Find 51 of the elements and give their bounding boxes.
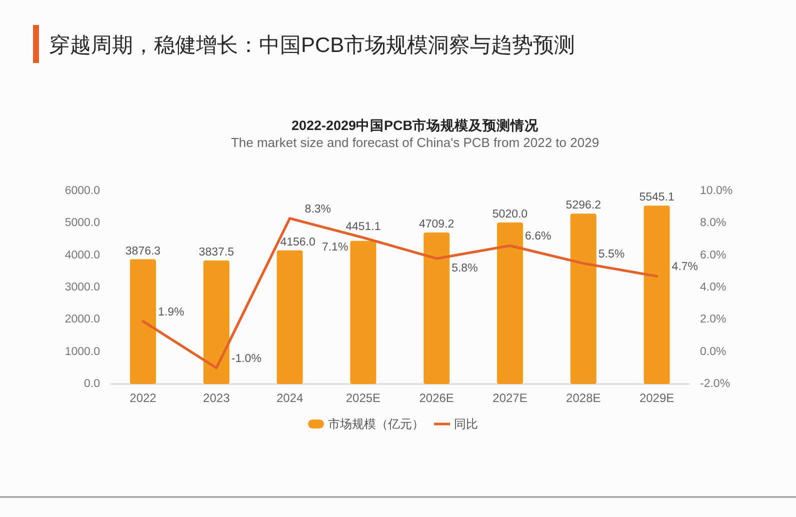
data-label: 3837.5 [198,246,234,259]
chart-subtitle: The market size and forecast of China's PCB from 2022 to 2029 [230,135,600,150]
x-tick-label: 2022 [130,391,157,405]
x-tick-label: 2028E [566,391,601,405]
y2-tick-label: 2.0% [700,314,726,326]
bar [424,232,450,384]
y-tick-label: 1000.0 [64,346,100,358]
data-label: 5296.2 [566,200,601,212]
y2-tick-label: 4.0% [700,282,726,294]
bar [276,250,303,384]
bar [644,206,670,384]
data-label: 5020.0 [492,208,528,221]
bar [350,240,376,384]
data-label: 4156.0 [280,236,316,248]
x-tick-label: 2027E [492,391,528,405]
data-label: 5.5% [598,248,625,260]
bar [497,222,523,384]
legend-label: 同比 [454,417,478,431]
data-label: 4709.2 [419,218,454,231]
chart-title: 2022-2029中国PCB市场规模及预测情况 [291,117,540,133]
y-tick-label: 5000.0 [64,217,100,230]
x-tick-label: 2029E [639,391,674,405]
data-label: 7.1% [322,242,348,254]
y-tick-label: 6000.0 [64,185,100,197]
data-label: 4451.1 [346,220,381,233]
data-label: 3876.3 [125,245,161,258]
y2-tick-label: 8.0% [700,217,726,230]
legend-label: 市场规模（亿元） [328,417,424,431]
bar [570,214,596,384]
data-label: 5.8% [452,262,478,275]
y2-tick-label: -2.0% [700,378,730,390]
text: 穿越周期，稳健增长：中国PCB市场规模洞察与趋势预测 [49,34,576,57]
y-tick-label: 4000.0 [64,249,100,262]
x-tick-label: 2023 [203,391,230,405]
y2-tick-label: 0.0% [700,346,726,358]
y-tick-label: 2000.0 [64,314,100,326]
x-tick-label: 2026E [419,391,454,405]
data-label: 4.7% [672,261,698,274]
data-label: 6.6% [525,230,552,243]
bar [203,260,230,384]
y-tick-label: 0.0 [84,378,100,390]
data-label: 1.9% [158,306,184,318]
x-tick-label: 2024 [276,391,304,405]
bar [130,259,156,384]
y2-tick-label: 10.0% [700,185,733,197]
y-tick-label: 3000.0 [64,282,100,294]
y2-tick-label: 6.0% [700,249,726,262]
x-tick-label: 2025E [346,391,381,405]
data-label: 5545.1 [639,192,674,204]
data-label: 8.3% [304,203,332,216]
data-label: -1.0% [231,352,262,365]
